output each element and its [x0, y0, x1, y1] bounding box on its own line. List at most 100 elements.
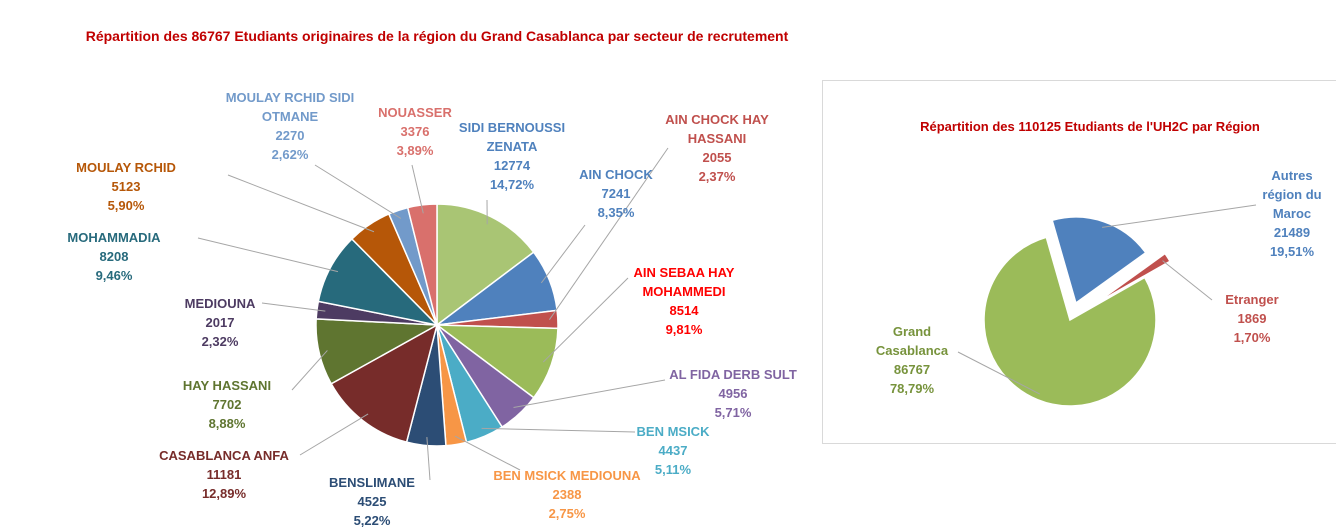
data-label: AIN SEBAA HAY MOHAMMEDI 8514 9,81%	[624, 263, 744, 339]
category-label: AIN CHOCK	[579, 167, 653, 182]
data-label: MOULAY RCHID SIDI OTMANE 2270 2,62%	[220, 88, 360, 164]
category-label: MEDIOUNA	[184, 296, 256, 311]
percent-label: 1,70%	[1233, 330, 1271, 345]
data-label: NOUASSER 3376 3,89%	[365, 103, 465, 160]
leader-line	[426, 437, 431, 481]
percent-label: 9,46%	[95, 268, 133, 283]
value-label: 86767	[893, 362, 931, 377]
data-label: AL FIDA DERB SULT 4956 5,71%	[663, 365, 803, 422]
category-label: NOUASSER	[378, 105, 452, 120]
leader-line	[299, 413, 369, 456]
data-label: AIN CHOCK 7241 8,35%	[571, 165, 661, 222]
pie-slice	[330, 323, 439, 444]
category-label: HAY HASSANI	[182, 378, 272, 393]
category-label: MOHAMMADIA	[67, 230, 161, 245]
value-label: 2055	[702, 150, 732, 165]
percent-label: 5,22%	[353, 513, 391, 528]
percent-label: 78,79%	[889, 381, 935, 396]
chart-title: Répartition des 110125 Etudiants de l'UH…	[920, 119, 1260, 134]
value-label: 4525	[357, 494, 387, 509]
category-label: MOULAY RCHID SIDI OTMANE	[225, 90, 355, 124]
category-label: MOULAY RCHID	[76, 160, 176, 175]
pie-slice	[1051, 216, 1147, 305]
percent-label: 14,72%	[489, 177, 535, 192]
leader-line	[454, 435, 521, 471]
chart-panel	[822, 80, 1336, 444]
leader-line	[540, 224, 586, 284]
category-label: SIDI BERNOUSSI ZENATA	[458, 120, 566, 154]
value-label: 11181	[206, 467, 242, 482]
pie-slice	[983, 236, 1157, 407]
leader-line	[227, 174, 375, 233]
data-label: Etranger 1869 1,70%	[1212, 290, 1292, 347]
percent-label: 8,35%	[597, 205, 635, 220]
category-label: Autres région du Maroc	[1262, 168, 1322, 221]
data-label: BEN MSICK MEDIOUNA 2388 2,75%	[477, 466, 657, 523]
leader-line	[291, 350, 328, 391]
category-label: CASABLANCA ANFA	[159, 448, 289, 463]
value-label: 8514	[669, 303, 699, 318]
data-label: HAY HASSANI 7702 8,88%	[157, 376, 297, 433]
data-label: AIN CHOCK HAY HASSANI 2055 2,37%	[662, 110, 772, 186]
percent-label: 8,88%	[208, 416, 246, 431]
leader-line	[1102, 204, 1257, 228]
value-label: 4437	[658, 443, 688, 458]
leader-line	[957, 351, 1041, 395]
category-label: AIN CHOCK HAY HASSANI	[665, 112, 769, 146]
value-label: 2270	[275, 128, 305, 143]
pie-slice	[436, 203, 535, 327]
percent-label: 19,51%	[1269, 244, 1315, 259]
leader-line	[481, 427, 636, 433]
value-label: 5123	[111, 179, 141, 194]
category-label: BEN MSICK	[636, 424, 710, 439]
percent-label: 2,75%	[548, 506, 586, 521]
pie-slice	[1094, 252, 1172, 305]
percent-label: 3,89%	[396, 143, 434, 158]
category-label: AIN SEBAA HAY MOHAMMEDI	[633, 265, 735, 299]
data-label: MEDIOUNA 2017 2,32%	[160, 294, 280, 351]
category-label: BEN MSICK MEDIOUNA	[493, 468, 641, 483]
data-label: CASABLANCA ANFA 11181 12,89%	[144, 446, 304, 503]
percent-label: 5,90%	[107, 198, 145, 213]
value-label: 12774	[493, 158, 531, 173]
value-label: 7241	[601, 186, 631, 201]
percent-label: 5,71%	[714, 405, 752, 420]
data-label: MOHAMMADIA 8208 9,46%	[44, 228, 184, 285]
category-label: Grand Casablanca	[875, 324, 949, 358]
value-label: 2388	[552, 487, 582, 502]
percent-label: 12,89%	[201, 486, 247, 501]
value-label: 3376	[400, 124, 430, 139]
leader-line	[411, 164, 424, 214]
category-label: AL FIDA DERB SULT	[669, 367, 797, 382]
leader-line	[261, 302, 326, 312]
data-label: BENSLIMANE 4525 5,22%	[317, 473, 427, 530]
percent-label: 9,81%	[665, 322, 703, 337]
data-label: Grand Casablanca 86767 78,79%	[867, 322, 957, 398]
pie-slice	[434, 324, 559, 399]
pie-slice	[406, 203, 438, 326]
data-label: BEN MSICK 4437 5,11%	[623, 422, 723, 479]
category-label: BENSLIMANE	[329, 475, 415, 490]
data-label: SIDI BERNOUSSI ZENATA 12774 14,72%	[452, 118, 572, 194]
leader-line	[542, 277, 629, 363]
leader-line	[513, 379, 666, 409]
leader-line	[1162, 260, 1213, 301]
leader-line	[197, 237, 339, 273]
value-label: 8208	[99, 249, 129, 264]
percent-label: 2,32%	[201, 334, 239, 349]
chart-title: Répartition des 86767 Etudiants originai…	[85, 28, 789, 44]
data-label: MOULAY RCHID 5123 5,90%	[56, 158, 196, 215]
value-label: 1869	[1237, 311, 1267, 326]
percent-label: 2,62%	[271, 147, 309, 162]
leader-line	[548, 147, 669, 320]
leader-line	[314, 164, 402, 219]
percent-label: 2,37%	[698, 169, 736, 184]
category-label: Etranger	[1225, 292, 1279, 307]
value-label: 7702	[212, 397, 242, 412]
value-label: 21489	[1273, 225, 1311, 240]
percent-label: 5,11%	[654, 462, 692, 477]
value-label: 4956	[718, 386, 748, 401]
value-label: 2017	[205, 315, 235, 330]
